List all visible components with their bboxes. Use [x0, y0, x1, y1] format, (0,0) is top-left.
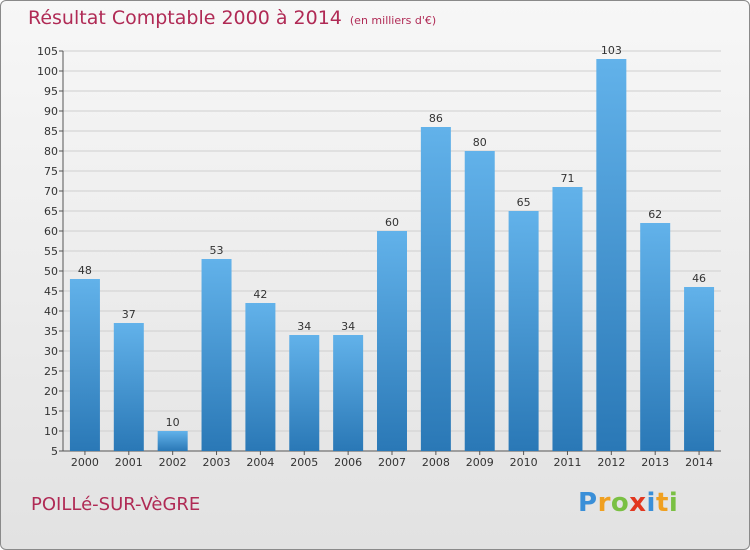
bar-2008 [420, 127, 451, 451]
y-tick-label: 50 [44, 265, 58, 278]
y-tick-label: 15 [44, 405, 58, 418]
bar-2013 [640, 223, 671, 451]
value-label: 34 [297, 320, 311, 333]
value-label: 48 [78, 264, 92, 277]
chart-title-text: Résultat Comptable 2000 à 2014 [28, 7, 342, 29]
value-label: 65 [517, 196, 531, 209]
y-tick-label: 95 [44, 85, 58, 98]
y-tick-labels: 5 10 15 20 25 30 35 40 45 50 55 60 65 70 75 80 85 90 95 100… [37, 45, 58, 458]
logo-letter: o [610, 488, 630, 518]
bar-2001 [113, 323, 144, 451]
bar-2002 [157, 431, 188, 451]
proxiti-logo: Proxiti [578, 488, 678, 518]
chart-title: Résultat Comptable 2000 à 2014 (en millie… [28, 7, 436, 29]
y-tick-label: 35 [44, 325, 58, 338]
x-tick-label: 2007 [378, 456, 406, 469]
bar-2009 [464, 151, 495, 451]
logo-letter: x [629, 488, 647, 518]
y-tick-label: 100 [37, 65, 58, 78]
logo-letter: r [597, 488, 611, 518]
x-tick-label: 2005 [290, 456, 318, 469]
x-tick-label: 2009 [466, 456, 494, 469]
logo-letter: i [668, 488, 679, 518]
bar-2005 [289, 335, 320, 451]
x-tick-label: 2014 [685, 456, 713, 469]
value-label: 103 [601, 44, 622, 57]
x-tick-label: 2001 [115, 456, 143, 469]
y-tick-label: 40 [44, 305, 58, 318]
bars [69, 59, 715, 451]
bar-2011 [552, 187, 583, 451]
logo-letter: t [655, 488, 669, 518]
y-tick-label: 75 [44, 165, 58, 178]
bar-2003 [201, 259, 232, 451]
bar-2006 [333, 335, 364, 451]
logo-letter: i [646, 488, 656, 518]
x-tick-label: 2012 [597, 456, 625, 469]
value-label: 46 [692, 272, 706, 285]
y-tick-label: 80 [44, 145, 58, 158]
y-tick-label: 60 [44, 225, 58, 238]
value-label: 86 [429, 112, 443, 125]
y-tick-label: 45 [44, 285, 58, 298]
chart-unit: (en milliers d'€) [349, 14, 437, 27]
x-tick-label: 2010 [510, 456, 538, 469]
value-label: 80 [473, 136, 487, 149]
value-label: 71 [560, 172, 574, 185]
y-tick-label: 55 [44, 245, 58, 258]
x-tick-label: 2002 [159, 456, 187, 469]
x-tick-labels: 2000 2001 2002 2003 2004 2005 2006 2007 2008 2009… [71, 456, 713, 469]
y-tick-label: 5 [51, 445, 58, 458]
bar-2000 [69, 279, 100, 451]
x-tick-label: 2000 [71, 456, 99, 469]
city-name: POILLé-SUR-VèGRE [31, 494, 201, 515]
value-label: 42 [253, 288, 267, 301]
value-labels: 48 37 10 53 42 34 34 60 86 80 65 71 103 62 46 [78, 44, 706, 429]
y-tick-label: 25 [44, 365, 58, 378]
y-tick-label: 65 [44, 205, 58, 218]
value-label: 60 [385, 216, 399, 229]
x-tick-label: 2006 [334, 456, 362, 469]
x-tick-label: 2013 [641, 456, 669, 469]
bar-2004 [245, 303, 276, 451]
y-tick-label: 20 [44, 385, 58, 398]
x-tick-label: 2004 [246, 456, 274, 469]
y-tick-label: 85 [44, 125, 58, 138]
logo-letter: P [578, 488, 598, 518]
y-tick-label: 30 [44, 345, 58, 358]
bar-2010 [508, 211, 539, 451]
value-label: 53 [210, 244, 224, 257]
x-tick-label: 2003 [203, 456, 231, 469]
x-tick-label: 2008 [422, 456, 450, 469]
x-tick-label: 2011 [553, 456, 581, 469]
value-label: 10 [166, 416, 180, 429]
y-tick-label: 70 [44, 185, 58, 198]
y-tick-label: 10 [44, 425, 58, 438]
value-label: 37 [122, 308, 136, 321]
y-tick-label: 105 [37, 45, 58, 58]
bar-2014 [684, 287, 715, 451]
bar-2012 [596, 59, 627, 451]
value-label: 62 [648, 208, 662, 221]
value-label: 34 [341, 320, 355, 333]
bar-2007 [377, 231, 407, 451]
y-tick-label: 90 [44, 105, 58, 118]
